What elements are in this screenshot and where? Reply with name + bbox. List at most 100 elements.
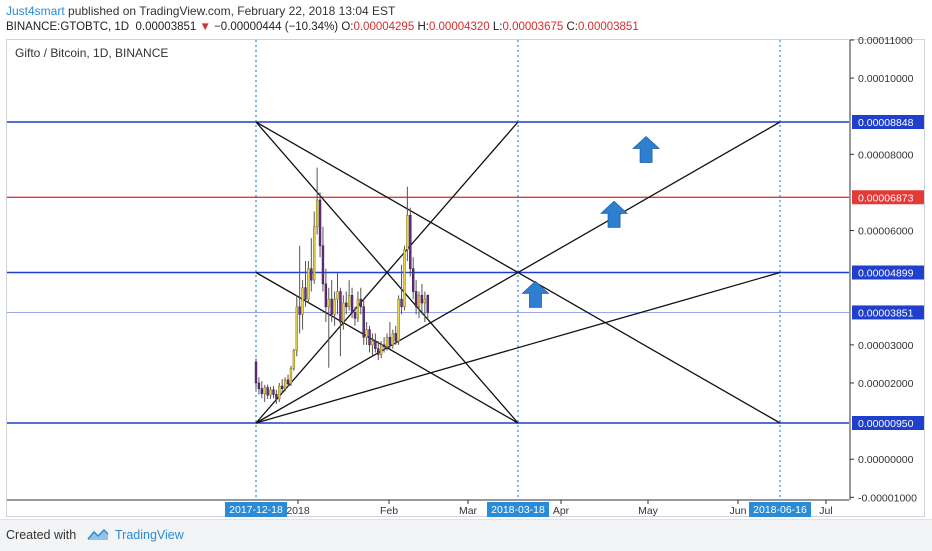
trend-line (255, 271, 781, 424)
footer: Created with TradingView (0, 519, 932, 551)
candle-body-down (260, 388, 264, 394)
candle (426, 294, 429, 319)
price-label-box (852, 265, 924, 280)
candle (315, 167, 319, 235)
candle (310, 238, 313, 292)
candle (353, 306, 357, 326)
candle-body-up (289, 368, 293, 385)
candle (350, 287, 354, 319)
candle-body-up (342, 302, 345, 323)
candle (417, 291, 421, 319)
candle-body-up (315, 199, 319, 228)
candle-body-down (272, 389, 275, 395)
candle-body-up (347, 295, 351, 308)
candle (272, 386, 275, 399)
price-label-text: 0.00006873 (858, 192, 914, 204)
candle (307, 261, 310, 303)
candle-body-down (310, 268, 313, 281)
candle (283, 377, 287, 392)
author-link[interactable]: Just4smart (6, 4, 65, 18)
candle-body-down (362, 306, 365, 338)
x-tick-label: May (638, 505, 659, 517)
candle (400, 264, 403, 315)
price-change: −0.00000444 (−10.34%) (214, 21, 339, 33)
candle-body-down (321, 245, 325, 285)
high-value: 0.00004320 (428, 21, 490, 33)
candle-body-down (368, 329, 371, 346)
candle (298, 245, 301, 334)
x-tick-label: Jun (730, 505, 747, 517)
candle (304, 261, 307, 307)
candle (414, 280, 418, 315)
candle-body-down (350, 295, 354, 313)
price-chart[interactable]: Gifto / Bitcoin, 1D, BINANCE 0.00011000 0.… (0, 0, 932, 518)
created-with-text: Created with (6, 528, 77, 542)
candle-body-down (426, 295, 429, 313)
candle-body-up (391, 333, 395, 346)
candle (368, 325, 371, 353)
candle-body-down (420, 295, 424, 304)
candle (263, 384, 266, 403)
chart-title: Gifto / Bitcoin, 1D, BINANCE (15, 46, 168, 60)
candle-body-down (359, 298, 363, 308)
candle-body-up (385, 336, 389, 348)
candle (280, 379, 284, 393)
candle (286, 374, 290, 387)
candle (347, 280, 351, 311)
candle (394, 325, 397, 345)
candle (371, 333, 374, 357)
candle (379, 341, 383, 359)
candle (391, 329, 395, 349)
candle-body-up (406, 214, 409, 250)
candle-body-down (414, 291, 418, 308)
candle (385, 333, 389, 351)
candle-body-up (336, 291, 339, 300)
candle-body-up (397, 298, 400, 342)
tradingview-link[interactable]: TradingView (115, 528, 184, 542)
candle-body-up (403, 249, 406, 308)
y-tick-label: 0.00003000 (858, 340, 914, 352)
candle (377, 341, 380, 361)
candle (336, 272, 339, 315)
plot-area (7, 40, 849, 500)
candle (295, 295, 298, 357)
candle (409, 207, 412, 277)
price-label-text: 0.00004899 (858, 268, 914, 280)
candle (374, 333, 377, 353)
candle-body-up (423, 298, 427, 304)
candle (301, 280, 304, 330)
price-label-box (852, 115, 924, 129)
candle-body-down (339, 291, 342, 323)
candle-body-up (278, 385, 281, 400)
candle-body-up (371, 340, 374, 346)
candle-body-up (417, 295, 421, 308)
up-arrow-icon (600, 200, 629, 228)
candle-body-up (295, 306, 298, 351)
candle-body-down (304, 287, 307, 300)
y-tick-label: 0.00006000 (858, 226, 914, 238)
candle-body-up (333, 298, 336, 315)
candle-body-down (345, 302, 348, 308)
candle-body-down (388, 336, 392, 346)
candle-body-up (283, 379, 287, 390)
candle (420, 283, 424, 315)
price-label-box (852, 305, 924, 320)
candle (406, 186, 409, 262)
last-price: 0.00003851 (135, 21, 197, 33)
candle-body-down (353, 312, 357, 319)
date-label-text: 2017-12-18 (229, 504, 283, 516)
candle (275, 389, 278, 404)
candle (254, 358, 258, 390)
x-tick-label: Feb (380, 505, 398, 517)
trend-line (255, 121, 519, 424)
high-label: H: (417, 21, 429, 33)
candle-body-down (409, 214, 412, 269)
down-triangle-icon: ▼ (199, 21, 211, 33)
candle-body-down (394, 333, 397, 342)
x-tick-label: 2018 (286, 505, 310, 517)
candle (324, 268, 328, 323)
candle-body-down (286, 379, 290, 385)
candle (382, 337, 386, 353)
candle (266, 384, 269, 399)
candle (365, 322, 368, 345)
